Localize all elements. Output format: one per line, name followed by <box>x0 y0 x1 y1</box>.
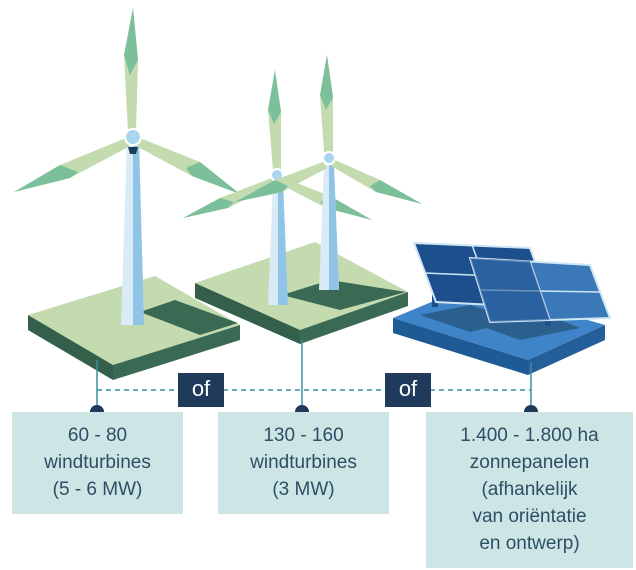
option-box-medium-turbines: 130 - 160 windturbines (3 MW) <box>218 412 389 514</box>
solar-panels <box>412 241 612 326</box>
wind-tile-double <box>195 242 408 344</box>
option-1-line-1: 60 - 80 <box>67 425 128 446</box>
option-3-line-4: van oriëntatie <box>472 506 587 527</box>
option-3-line-5: en ontwerp) <box>479 533 580 554</box>
option-1-line-2: windturbines <box>44 452 151 473</box>
option-box-solar-panels: 1.400 - 1.800 ha zonnepanelen (afhankeli… <box>426 412 633 568</box>
separator-of-2: of <box>385 373 431 407</box>
wind-turbine-medium-right <box>235 55 422 290</box>
option-3-line-2: zonnepanelen <box>469 452 590 473</box>
wind-turbine-large <box>14 8 240 325</box>
option-3-line-1: 1.400 - 1.800 ha <box>460 425 599 446</box>
wind-turbine-medium-left <box>183 70 372 305</box>
option-2-line-3: (3 MW) <box>272 479 335 500</box>
option-2-line-2: windturbines <box>250 452 357 473</box>
option-box-large-turbines: 60 - 80 windturbines (5 - 6 MW) <box>12 412 183 514</box>
option-3-line-3: (afhankelijk <box>481 479 578 500</box>
option-2-line-1: 130 - 160 <box>263 425 344 446</box>
option-1-line-3: (5 - 6 MW) <box>52 479 143 500</box>
separator-of-1: of <box>178 373 224 407</box>
